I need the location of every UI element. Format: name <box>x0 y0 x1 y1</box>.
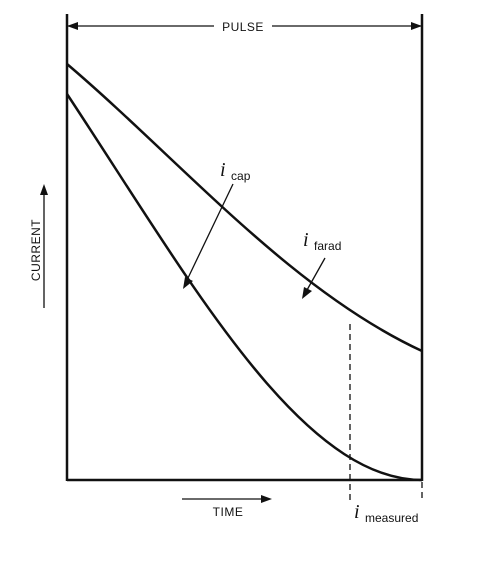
cap-label-arrow <box>183 183 234 289</box>
current-axis-arrow <box>40 184 48 308</box>
measured-current-label: i measured <box>354 501 418 525</box>
capacitive-current-curve <box>65 93 423 482</box>
time-axis-arrow <box>182 495 272 503</box>
faradaic-current-curve <box>66 63 423 353</box>
cap-current-label: i cap <box>220 159 251 183</box>
current-axis-label: CURRENT <box>29 219 43 281</box>
pulse-dimension <box>67 22 422 30</box>
measured-current-symbol: i <box>354 501 360 523</box>
farad-current-subscript: farad <box>314 239 341 253</box>
farad-current-symbol: i <box>303 229 309 251</box>
measured-current-subscript: measured <box>365 511 418 525</box>
farad-current-label: i farad <box>303 229 341 253</box>
cap-current-symbol: i <box>220 159 226 181</box>
cap-current-subscript: cap <box>231 169 251 183</box>
pulse-label: PULSE <box>222 20 264 34</box>
farad-label-arrow <box>302 257 326 299</box>
time-axis-label: TIME <box>213 505 244 519</box>
